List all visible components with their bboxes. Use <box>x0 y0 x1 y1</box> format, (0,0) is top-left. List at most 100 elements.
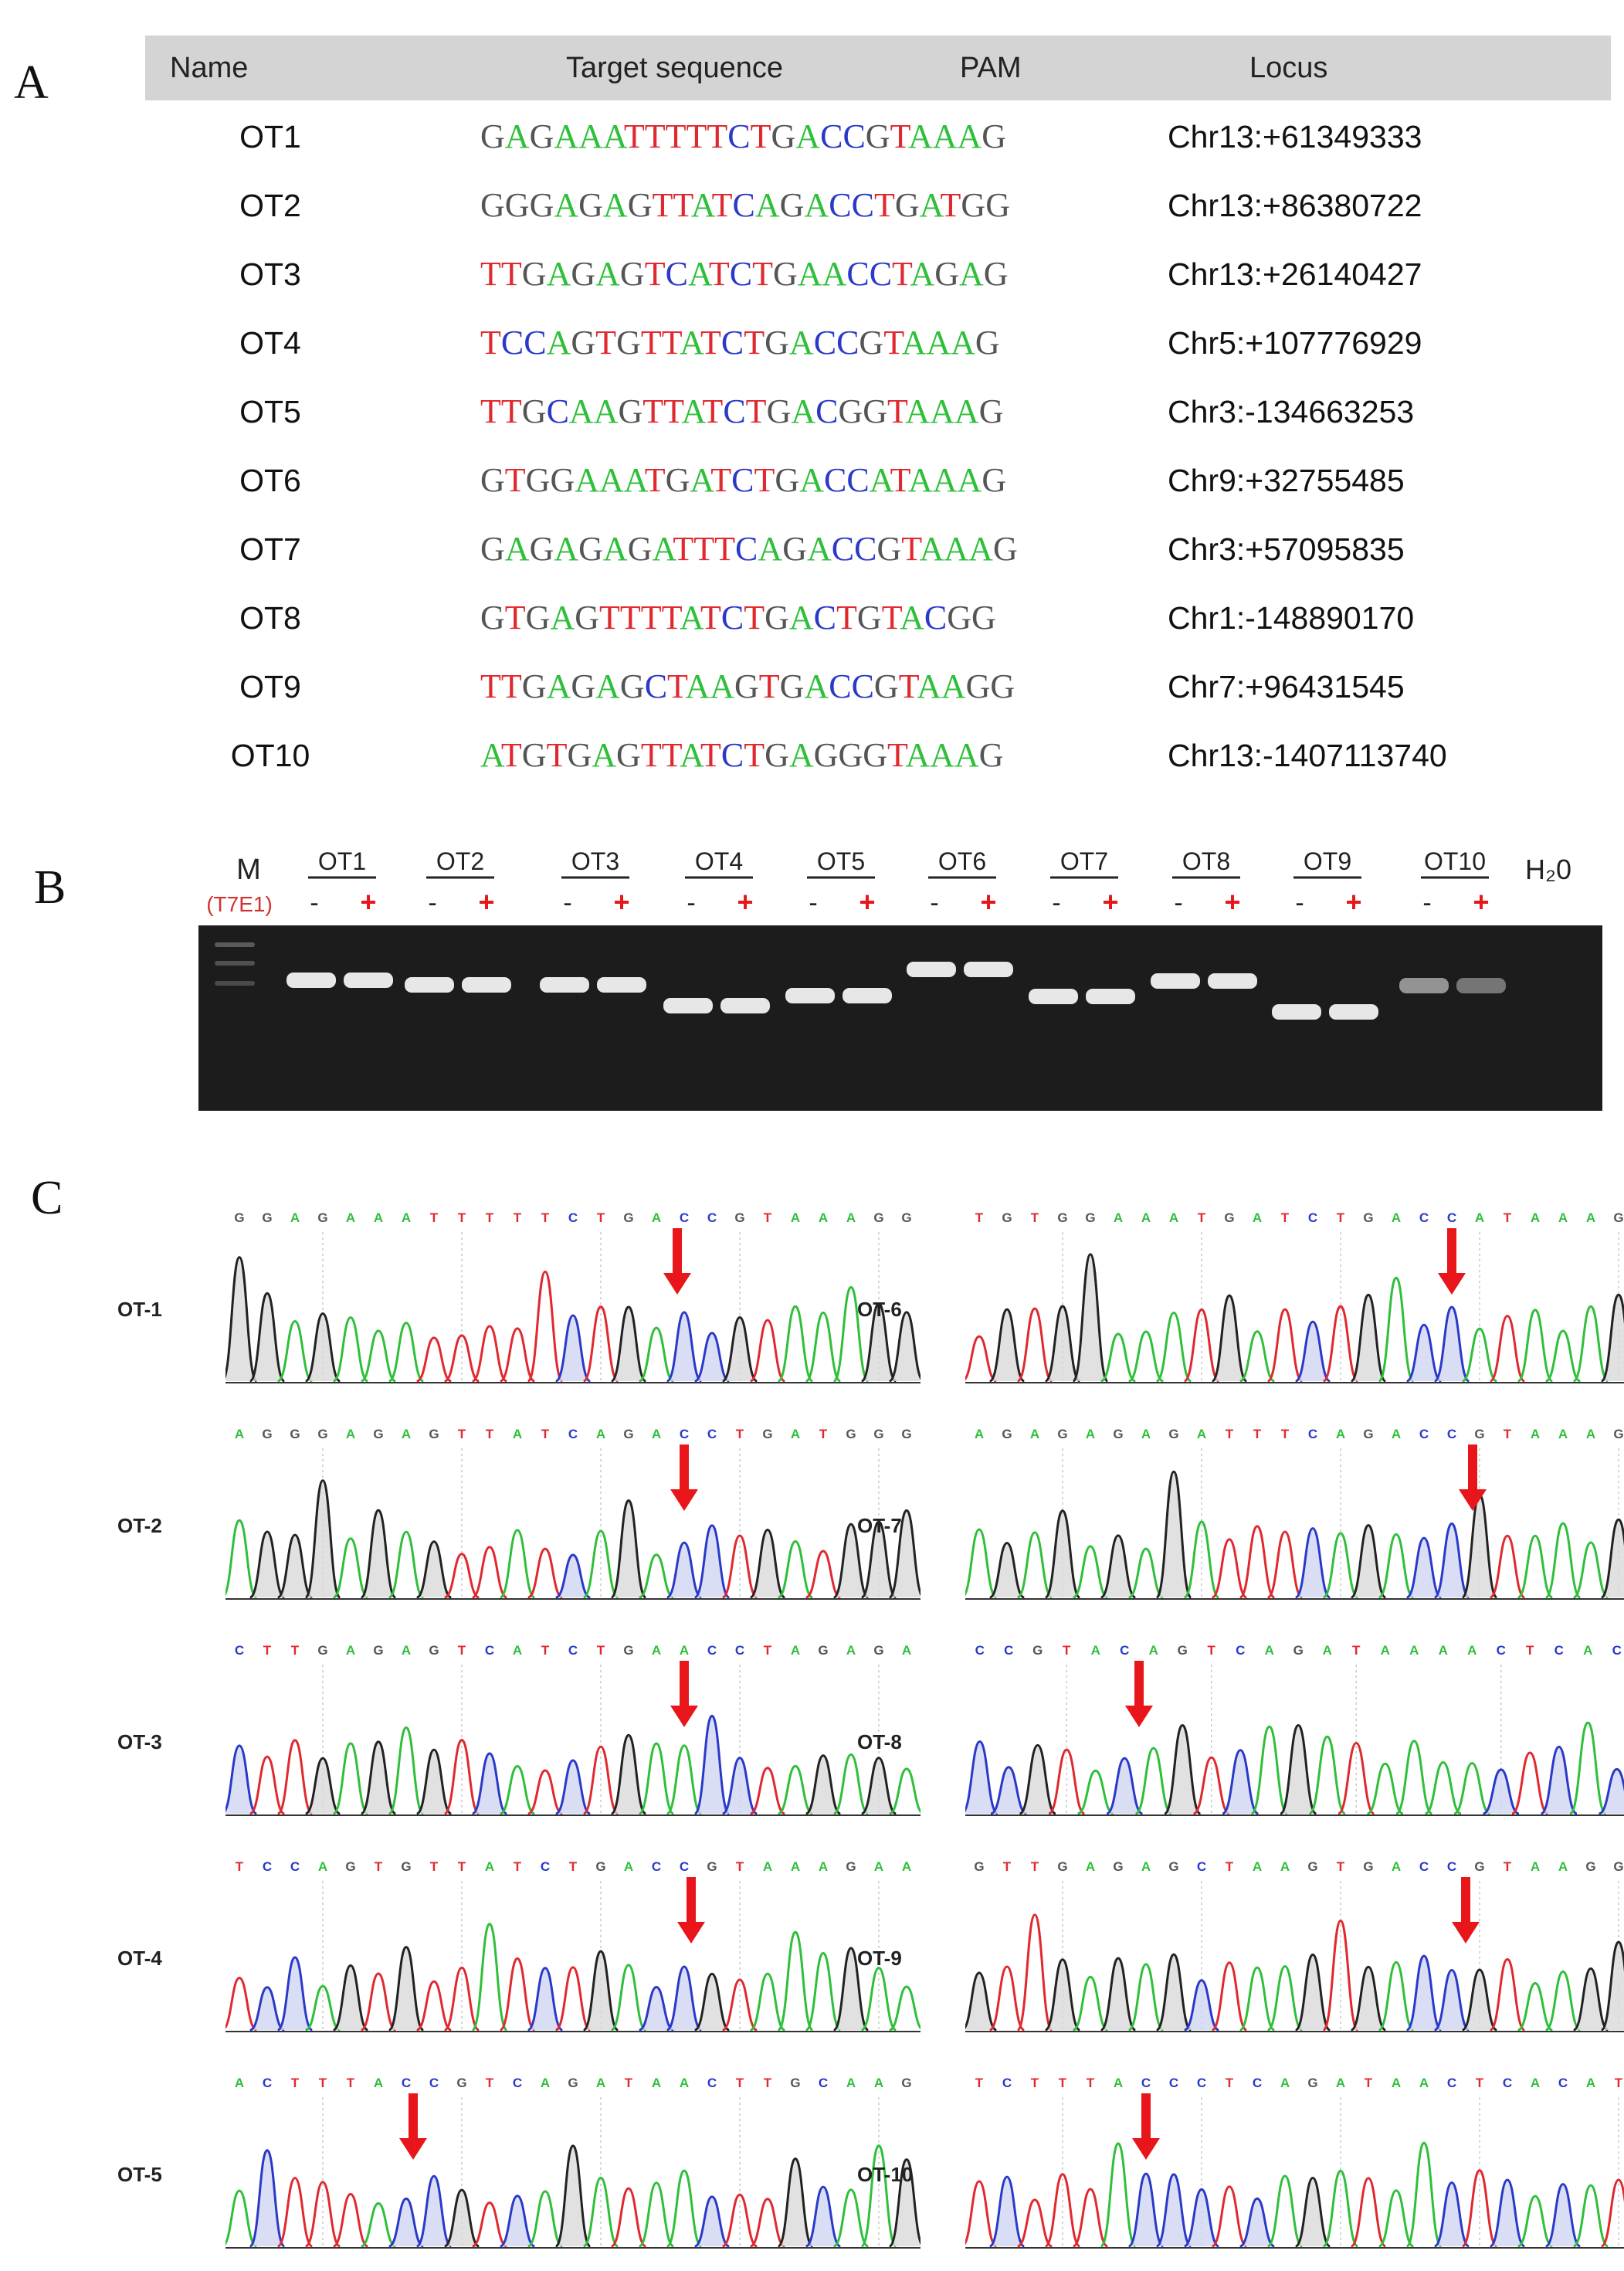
base-call: C <box>263 1859 272 1874</box>
base-call: G <box>595 1859 605 1874</box>
base-call: A <box>652 1427 661 1441</box>
base-letter: T <box>941 186 961 224</box>
peak <box>1240 1967 1275 2030</box>
header-pam: PAM <box>960 36 1022 100</box>
minus-label: - <box>930 888 938 918</box>
base-call: A <box>318 1859 327 1874</box>
base-call: A <box>1583 1643 1592 1658</box>
base-call: C <box>1120 1643 1129 1658</box>
base-call: T <box>1365 2076 1373 2090</box>
base-letter: G <box>979 392 1004 430</box>
peak <box>389 1727 424 1814</box>
base-call: A <box>1253 1210 1262 1225</box>
peak <box>278 1322 313 1381</box>
base-letter: A <box>595 255 620 293</box>
base-call: T <box>1198 1210 1206 1225</box>
base-letter: C <box>924 599 947 636</box>
base-call: A <box>1586 2076 1595 2090</box>
base-letter: T <box>882 599 900 636</box>
t7e1-label: (T7E1) <box>206 892 273 916</box>
base-letter: G <box>734 667 759 705</box>
peak <box>361 2204 396 2246</box>
base-call: C <box>1308 1427 1317 1441</box>
base-call: A <box>1586 1427 1595 1441</box>
peak <box>306 2182 341 2246</box>
base-call: C <box>1419 1210 1429 1225</box>
base-letter: A <box>870 461 890 499</box>
peak <box>1518 1983 1553 2030</box>
base-call: A <box>902 1643 911 1658</box>
peak <box>862 1968 897 2030</box>
plus-label: + <box>1345 886 1361 918</box>
peak <box>1368 1764 1404 1814</box>
base-letter: G <box>616 736 641 774</box>
base-call: T <box>458 1210 466 1225</box>
base-call: A <box>402 1427 411 1441</box>
base-call: G <box>429 1643 439 1658</box>
gel-band <box>663 998 713 1013</box>
panel-c-letter: C <box>31 1174 63 1222</box>
base-call: A <box>513 1643 522 1658</box>
base-letter: T <box>673 530 693 568</box>
base-letter: G <box>782 530 807 568</box>
gel-band <box>907 962 956 977</box>
mutation-arrow-icon <box>1452 1877 1480 1943</box>
header-locus: Locus <box>1249 36 1327 100</box>
row-locus: Chr13:+61349333 <box>1168 106 1422 168</box>
base-call: G <box>734 1210 744 1225</box>
base-letter: C <box>723 392 745 430</box>
base-call: A <box>791 1427 800 1441</box>
base-letter: G <box>975 324 1000 362</box>
base-letter: A <box>933 461 958 499</box>
peak <box>1324 1533 1358 1597</box>
table-row: OT4 TCCAGTGTTATCTGACCGTAAAG Chr5:+107776… <box>0 312 1624 374</box>
peak <box>612 2188 646 2246</box>
base-call: G <box>901 1210 911 1225</box>
peak-fill <box>1602 1942 1624 2030</box>
base-letter: C <box>645 667 667 705</box>
base-letter: A <box>799 461 824 499</box>
row-name: OT5 <box>193 381 348 443</box>
base-call: G <box>262 1210 272 1225</box>
base-letter: T <box>641 736 662 774</box>
gel-band <box>1208 973 1257 989</box>
marker-band <box>215 961 255 966</box>
base-letter: C <box>735 530 758 568</box>
base-letter: G <box>522 255 547 293</box>
base-call: A <box>1336 2076 1345 2090</box>
base-call: A <box>680 1643 689 1658</box>
base-call: T <box>764 1643 772 1658</box>
base-letter: T <box>712 186 733 224</box>
peak <box>1570 1723 1606 1814</box>
base-letter: C <box>852 186 874 224</box>
base-letter: C <box>829 186 851 224</box>
gel-band <box>1086 989 1135 1004</box>
gel-band <box>1272 1004 1321 1020</box>
base-call: G <box>1057 1427 1067 1441</box>
base-letter: T <box>645 461 666 499</box>
base-call: A <box>1141 1210 1151 1225</box>
row-target-sequence: GTGGAAATGATCTGACCATAAAG <box>480 450 1006 511</box>
peak <box>225 2191 256 2246</box>
base-call: A <box>874 2076 883 2090</box>
trace-label: OT-1 <box>117 1298 162 1322</box>
base-letter: G <box>571 255 595 293</box>
base-letter: G <box>961 186 985 224</box>
base-letter: C <box>832 530 854 568</box>
base-call: C <box>568 1210 578 1225</box>
base-call: A <box>1253 1859 1262 1874</box>
base-call: T <box>291 1643 300 1658</box>
peak <box>1018 1915 1053 2030</box>
base-letter: A <box>954 736 979 774</box>
base-letter: G <box>985 186 1010 224</box>
peak <box>225 1520 256 1597</box>
base-letter: G <box>578 186 603 224</box>
base-letter: A <box>968 530 993 568</box>
base-letter: A <box>791 392 815 430</box>
table-row: OT2 GGGAGAGTTATCAGACCTGATGG Chr13:+86380… <box>0 175 1624 236</box>
gel-band <box>1329 1004 1378 1020</box>
base-letter: A <box>680 324 700 362</box>
base-call: A <box>541 2076 550 2090</box>
base-call: G <box>1613 1210 1623 1225</box>
